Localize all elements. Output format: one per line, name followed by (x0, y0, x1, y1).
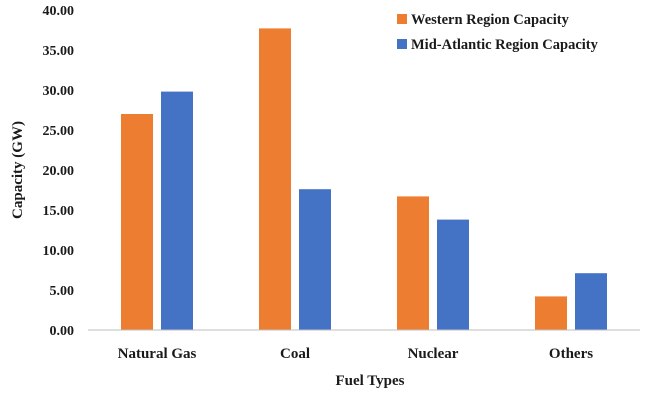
bar-western-nuclear (397, 196, 429, 330)
x-axis-categories: Natural Gas Coal Nuclear Others (118, 346, 594, 362)
y-tick-label: 5.00 (50, 284, 75, 299)
y-axis-ticks: 0.00 5.00 10.00 15.00 20.00 25.00 30.00 35.00 40… (43, 4, 75, 339)
bar-mid-atlantic-natural-gas (161, 91, 193, 330)
legend-swatch-mid-atlantic (397, 39, 407, 49)
x-category-label: Coal (280, 346, 310, 362)
x-category-label: Others (549, 346, 593, 362)
legend-swatch-western (397, 14, 407, 24)
y-tick-label: 40.00 (43, 4, 75, 19)
y-tick-label: 10.00 (43, 244, 75, 259)
bar-western-others (535, 296, 567, 330)
y-tick-label: 0.00 (50, 324, 75, 339)
y-tick-label: 35.00 (43, 44, 75, 59)
bar-mid-atlantic-others (575, 273, 607, 330)
x-axis-title: Fuel Types (335, 373, 404, 389)
y-tick-label: 30.00 (43, 84, 75, 99)
bar-mid-atlantic-coal (299, 189, 331, 330)
bar-mid-atlantic-nuclear (437, 219, 469, 330)
y-axis-title: Capacity (GW) (10, 121, 26, 219)
bars (121, 28, 607, 331)
legend-label-western: Western Region Capacity (411, 12, 570, 28)
x-category-label: Nuclear (408, 346, 459, 362)
y-tick-label: 15.00 (43, 204, 75, 219)
y-tick-label: 25.00 (43, 124, 75, 139)
y-tick-label: 20.00 (43, 164, 75, 179)
x-category-label: Natural Gas (118, 346, 197, 362)
bar-western-coal (259, 28, 291, 331)
legend: Western Region Capacity Mid-Atlantic Regi… (397, 12, 599, 53)
bar-western-natural-gas (121, 114, 153, 330)
legend-label-mid-atlantic: Mid-Atlantic Region Capacity (411, 37, 599, 53)
